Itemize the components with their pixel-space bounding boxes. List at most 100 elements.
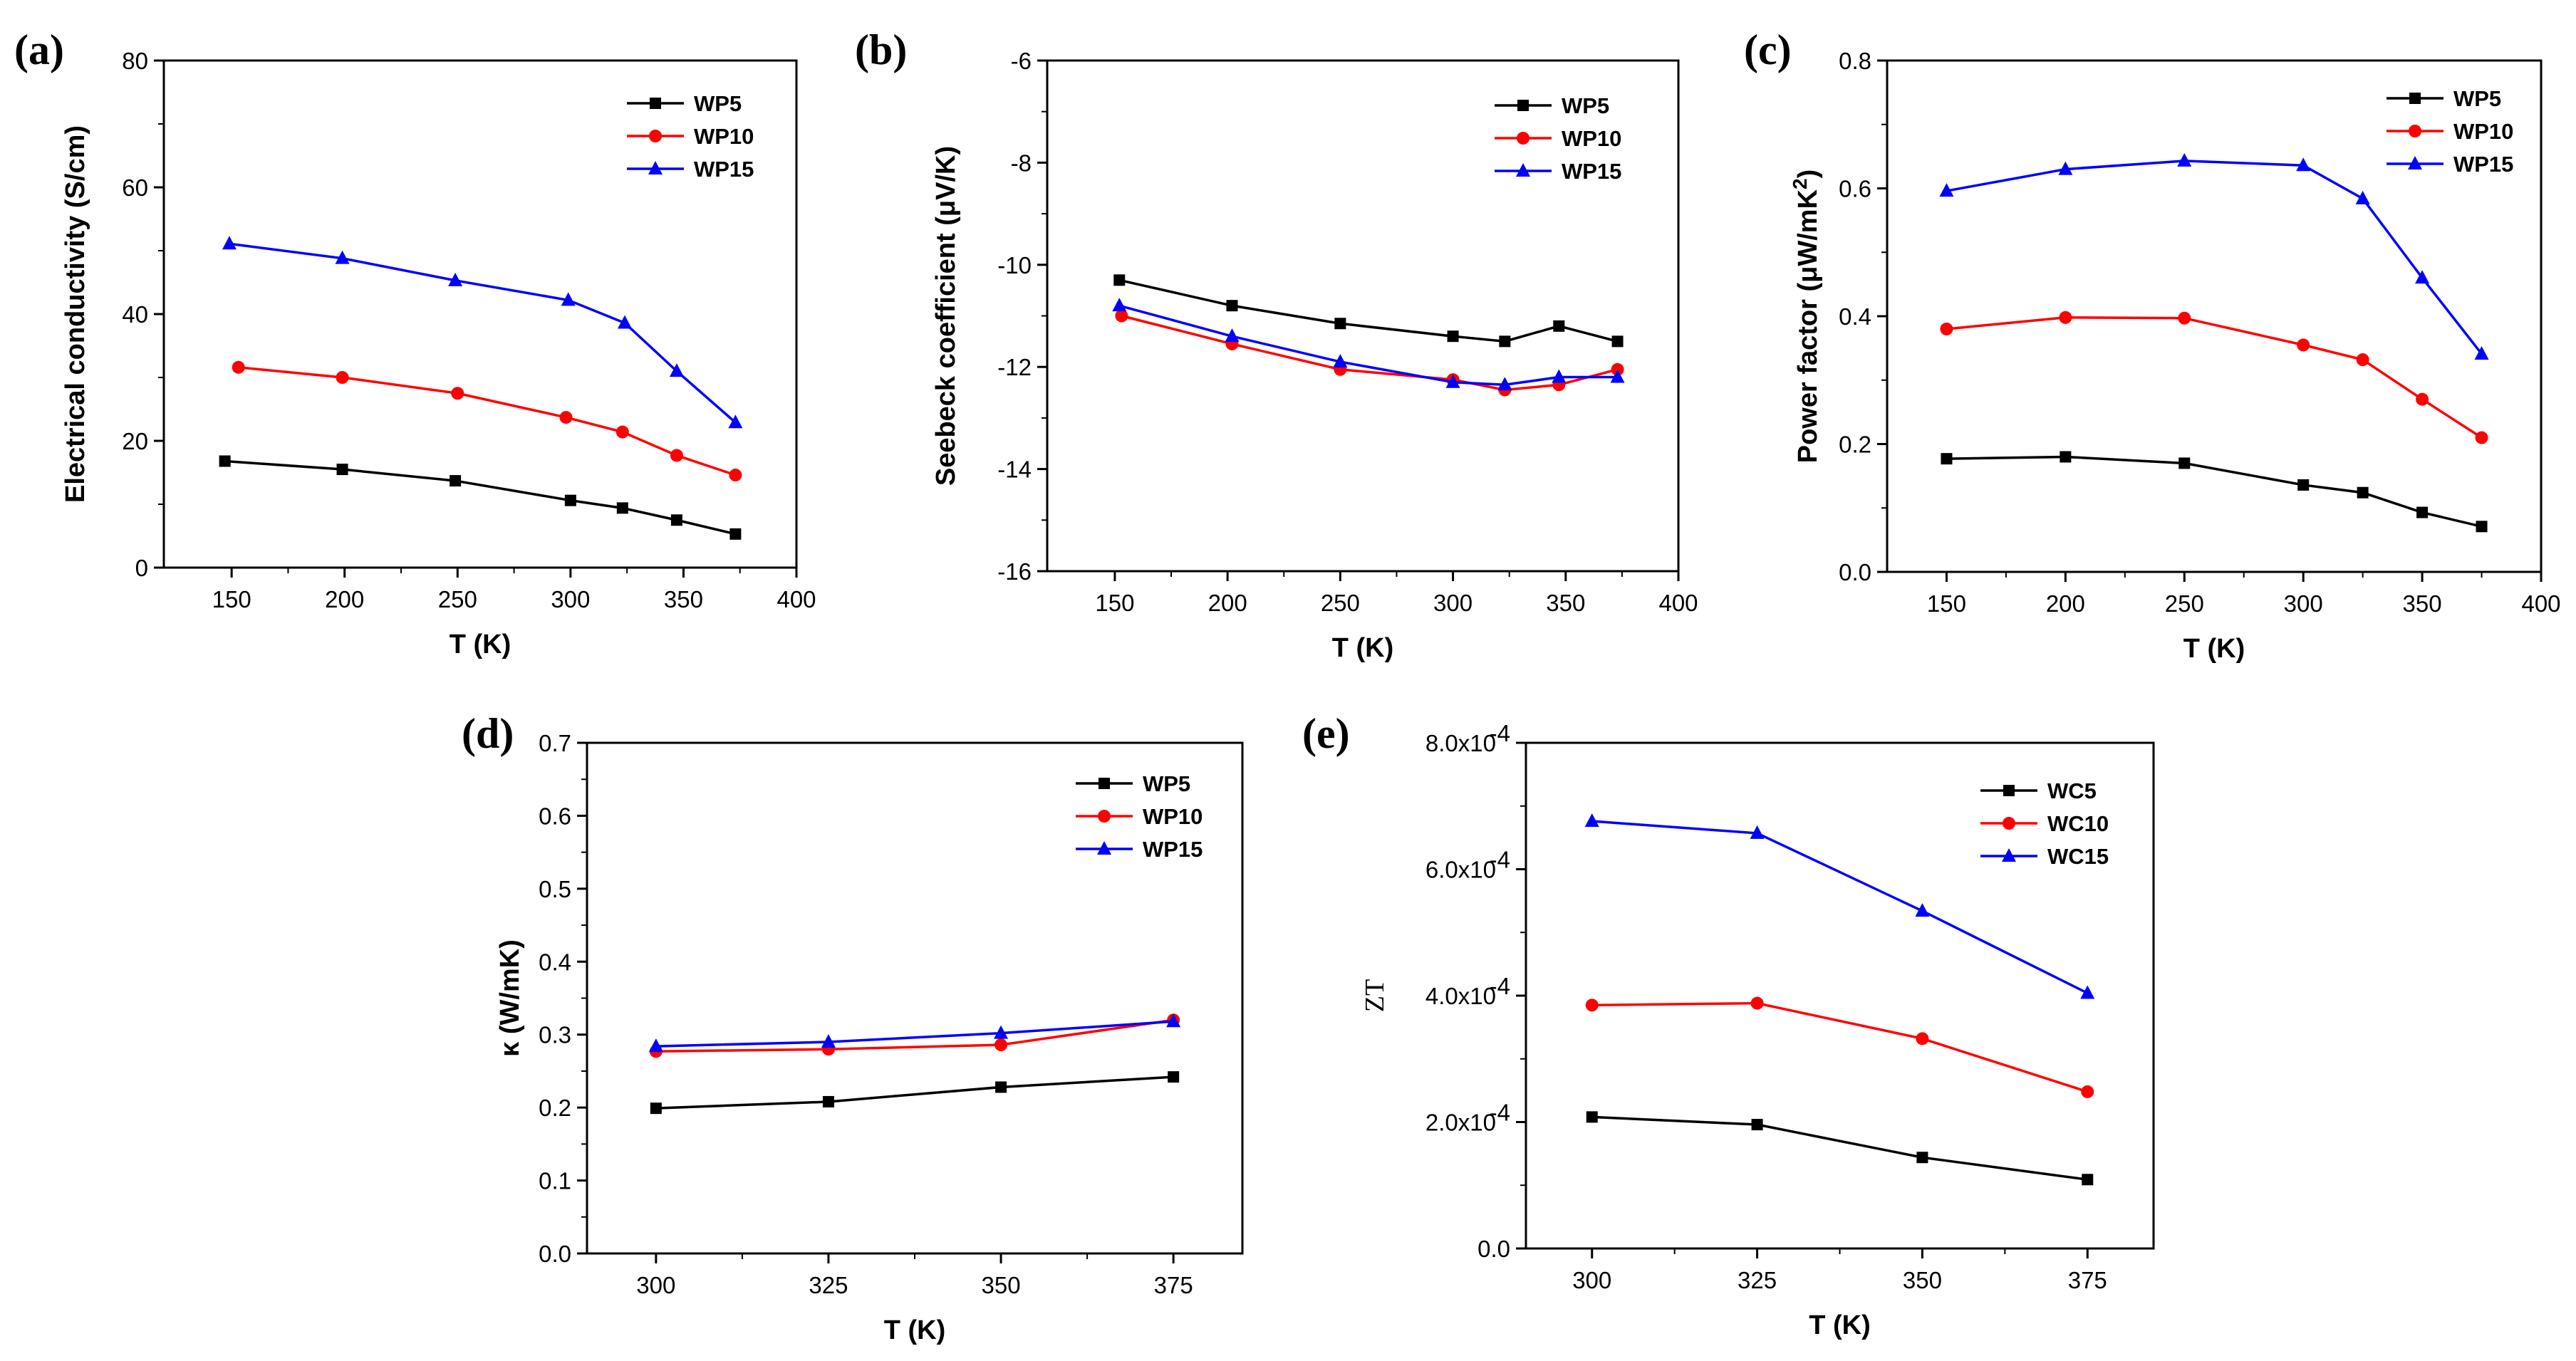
data-point (728, 414, 743, 429)
series-wp5 (1941, 451, 2488, 533)
legend-label: WP15 (1562, 159, 1621, 184)
data-point (616, 425, 629, 439)
data-point (670, 449, 683, 462)
data-point (648, 1038, 663, 1053)
legend-entry-wc15: WC15 (1980, 844, 2109, 869)
data-point (994, 1025, 1009, 1039)
series-line (1591, 1001, 2088, 1093)
chart-panel-2: (b) 150 200 250 300 350 400 -16 -14 -12 -10 -8 -6 T (… (855, 26, 1698, 663)
data-point (616, 502, 628, 514)
x-axis-title: T (K) (2183, 634, 2245, 664)
x-axis-title: T (K) (450, 630, 511, 659)
x-axis-title: T (K) (1332, 633, 1394, 663)
y-tick-label: 0.6 (539, 803, 571, 829)
x-tick-label: 250 (2165, 590, 2204, 617)
data-point (2415, 270, 2430, 284)
series-line (655, 1075, 1174, 1110)
data-point (2297, 338, 2310, 352)
data-point (822, 1095, 834, 1107)
data-point (729, 528, 742, 540)
x-tick-label: 300 (1433, 590, 1473, 616)
y-tick-label: 8.0x10 (1425, 730, 1496, 756)
legend-label: WP10 (1562, 126, 1621, 151)
panel-label: (b) (855, 26, 907, 73)
y-axis-title-part: W/mK (1793, 189, 1823, 266)
series-line (1118, 278, 1619, 343)
y-tick-label: -6 (1011, 48, 1032, 74)
data-point (1553, 320, 1565, 332)
data-point (1497, 377, 1512, 391)
legend-label: WC10 (2047, 811, 2109, 836)
legend-entry-wp15: WP15 (2387, 152, 2513, 177)
data-point (2058, 161, 2073, 175)
data-point (451, 387, 464, 400)
data-point (2296, 157, 2311, 172)
x-tick-label: 350 (1546, 590, 1585, 616)
y-tick-label: 0.0 (1477, 1236, 1510, 1262)
data-point (2059, 311, 2072, 324)
y-tick-label: 0.3 (539, 1022, 571, 1048)
series-line (1946, 455, 2482, 528)
y-tick-label: 20 (122, 428, 148, 454)
legend-label: WP5 (2453, 86, 2501, 111)
legend-entry-wc5: WC5 (1980, 778, 2097, 803)
legend-marker (2002, 848, 2016, 862)
x-tick-label: 350 (2403, 590, 2442, 617)
data-point (2355, 190, 2370, 204)
panel-label: (a) (14, 26, 64, 73)
y-tick-label: 0.5 (539, 876, 571, 902)
data-point (2476, 521, 2488, 533)
y-tick-label: 0.4 (539, 949, 571, 975)
series-wp10 (232, 360, 742, 482)
y-tick-exponent: -4 (1490, 720, 1510, 746)
legend-label: WP10 (2453, 119, 2513, 144)
y-axis-title: ZT (1360, 979, 1390, 1012)
data-point (222, 236, 237, 250)
legend-label: WP5 (694, 91, 742, 116)
legend-label: WP10 (1143, 804, 1203, 829)
data-point (617, 315, 632, 329)
legend-entry-wp10: WP10 (1076, 804, 1203, 829)
data-point (669, 363, 684, 377)
legend-marker (648, 161, 663, 174)
data-point (1166, 1013, 1181, 1028)
y-tick-label: 2.0x10 (1425, 1110, 1496, 1136)
legend-marker (2409, 125, 2421, 137)
data-point (335, 250, 350, 264)
legend-entry-wc10: WC10 (1980, 811, 2109, 836)
panel-label: (e) (1302, 710, 1350, 757)
legend-entry-wp5: WP5 (627, 91, 742, 116)
data-point (1113, 274, 1126, 286)
data-point (2082, 1174, 2094, 1186)
data-point (559, 411, 573, 424)
data-point (994, 1038, 1008, 1052)
x-tick-label: 200 (325, 586, 364, 612)
data-point (1445, 374, 1460, 388)
data-point (1333, 354, 1348, 368)
data-point (2416, 506, 2429, 518)
legend-marker (1099, 778, 1110, 789)
data-point (1499, 335, 1511, 348)
y-axis-title-part: ) (1793, 170, 1823, 179)
data-point (2080, 985, 2095, 999)
data-point (1226, 300, 1238, 312)
data-point (1334, 318, 1346, 330)
legend-label: WC15 (2047, 844, 2109, 869)
data-point (1447, 330, 1459, 343)
data-point (1940, 322, 1953, 335)
y-axis-title-part: Power factor ( (1793, 283, 1823, 464)
data-point (2357, 486, 2369, 499)
x-tick-label: 325 (809, 1272, 848, 1298)
data-point (564, 494, 576, 506)
y-tick-label: 0.0 (539, 1241, 571, 1267)
legend-marker (1098, 810, 1111, 823)
data-point (1939, 183, 1954, 197)
data-point (650, 1102, 662, 1115)
y-axis-title: κ (W/mK) (495, 939, 525, 1057)
y-tick-exponent: -4 (1490, 847, 1510, 873)
y-tick-label: 6.0x10 (1425, 857, 1496, 883)
x-tick-label: 350 (1903, 1267, 1942, 1293)
data-point (561, 292, 576, 306)
legend-marker (1516, 163, 1530, 177)
panel-label: (c) (1744, 26, 1792, 73)
